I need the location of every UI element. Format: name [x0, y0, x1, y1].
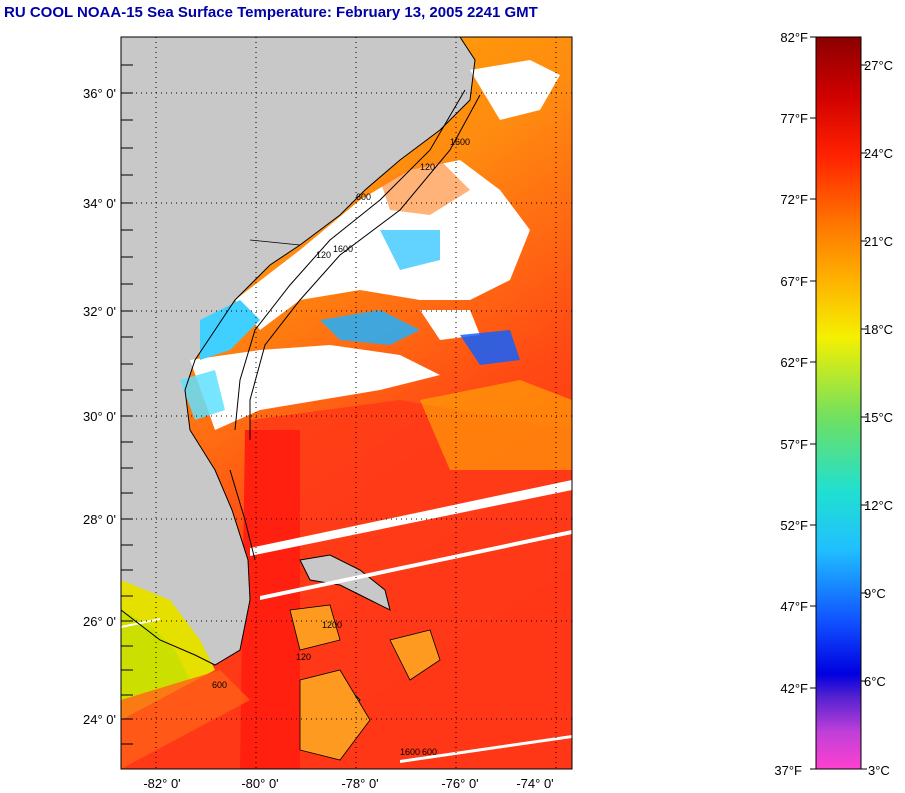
lon-label: -74° 0' — [516, 776, 553, 791]
lat-label: 24° 0' — [83, 712, 116, 727]
lat-label: 36° 0' — [83, 86, 116, 101]
colorbar-c-label: 12°C — [864, 498, 893, 513]
contour-120m — [234, 89, 466, 431]
colorbar — [815, 36, 862, 770]
lat-ticks — [121, 64, 133, 745]
contour-label: 1600 — [333, 244, 353, 254]
lon-label: -82° 0' — [143, 776, 180, 791]
coastline — [121, 37, 476, 666]
colorbar-c-label: 27°C — [864, 58, 893, 73]
map-image: 120 1600 600 120 1600 1200 600 120 1600 … — [121, 37, 572, 769]
contour-label: 120 — [316, 250, 331, 260]
colorbar-f-label: 77°F — [780, 111, 808, 126]
swath-gap-upper — [250, 480, 572, 556]
bahamas-island — [299, 554, 391, 611]
lon-label: -76° 0' — [441, 776, 478, 791]
lat-label: 26° 0' — [83, 614, 116, 629]
colorbar-f-label: 67°F — [780, 274, 808, 289]
colorbar-c-label: 21°C — [864, 234, 893, 249]
colorbar-c-label: 24°C — [864, 146, 893, 161]
colorbar-f-label: 72°F — [780, 192, 808, 207]
contour-label: 600 — [212, 680, 227, 690]
graticule — [121, 37, 572, 769]
colorbar-f-label: 52°F — [780, 518, 808, 533]
colorbar-ticks — [810, 36, 867, 770]
swath-gap-lower — [260, 530, 572, 600]
colorbar-c-label: 6°C — [864, 674, 886, 689]
contour-label: 120 — [296, 652, 311, 662]
colorbar-f-label: 82°F — [780, 30, 808, 45]
contour-label: 1200 — [322, 620, 342, 630]
colorbar-f-label: 62°F — [780, 355, 808, 370]
colorbar-f-label: 47°F — [780, 599, 808, 614]
contour-label: 600 — [422, 747, 437, 757]
contour-1600m — [249, 94, 481, 440]
colorbar-c-label: 9°C — [864, 586, 886, 601]
map-frame — [120, 36, 573, 770]
contour-label: 600 — [356, 192, 371, 202]
lat-label: 34° 0' — [83, 196, 116, 211]
colorbar-f-label: 42°F — [780, 681, 808, 696]
lat-label: 32° 0' — [83, 304, 116, 319]
contour-label: 1600 — [400, 747, 420, 757]
map-title: RU COOL NOAA-15 Sea Surface Temperature:… — [4, 4, 538, 21]
colorbar-c-label: 18°C — [864, 322, 893, 337]
lon-label: -80° 0' — [241, 776, 278, 791]
contour-label: 1600 — [450, 137, 470, 147]
colorbar-c-label: 3°C — [868, 763, 890, 778]
cold-coastal-water — [200, 300, 260, 360]
colorbar-c-label: 15°C — [864, 410, 893, 425]
contour-label: 120 — [420, 162, 435, 172]
lat-label: 30° 0' — [83, 409, 116, 424]
lon-label: -78° 0' — [341, 776, 378, 791]
warm-core-region — [240, 430, 300, 769]
colorbar-f-label: 37°F — [774, 763, 802, 778]
land-mainland — [121, 37, 475, 665]
colorbar-f-label: 57°F — [780, 437, 808, 452]
lat-label: 28° 0' — [83, 512, 116, 527]
